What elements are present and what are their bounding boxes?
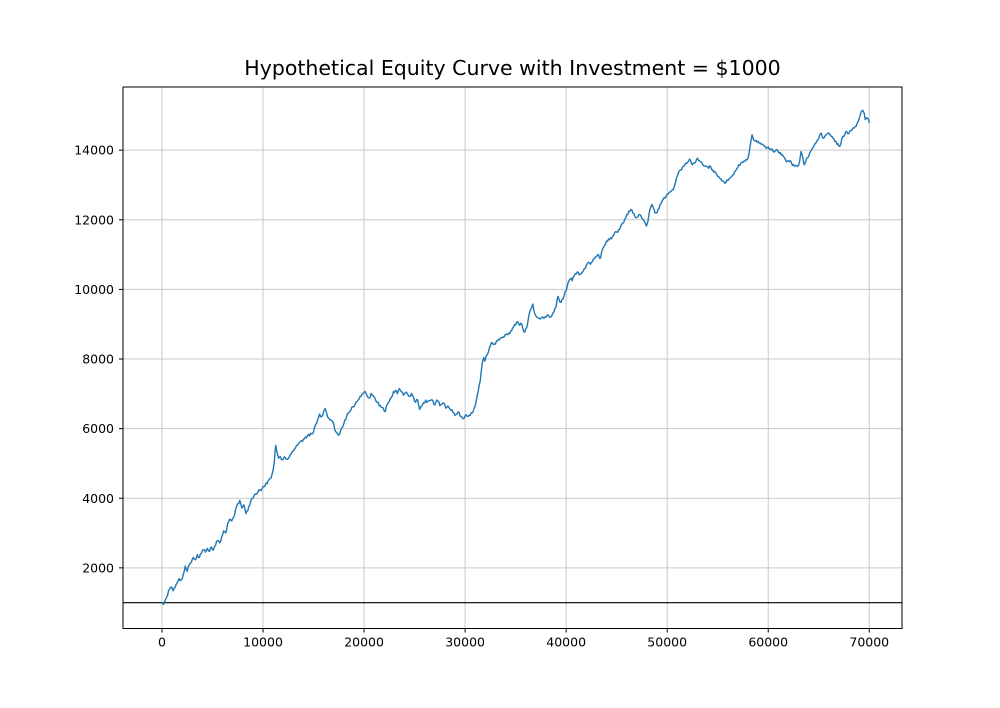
x-axis-tick-label: 0 — [158, 635, 166, 650]
x-axis-tick-label: 10000 — [243, 635, 283, 650]
x-axis-tick-label: 50000 — [647, 635, 687, 650]
equity-curve-line — [161, 109, 870, 606]
y-axis-tick-label: 10000 — [74, 282, 114, 297]
x-axis-tick-label: 60000 — [748, 635, 788, 650]
y-axis-tick-label: 4000 — [82, 491, 114, 506]
y-axis-tick-label: 12000 — [74, 212, 114, 227]
x-axis-tick-label: 30000 — [445, 635, 485, 650]
y-axis-tick-label: 2000 — [82, 560, 114, 575]
chart-title: Hypothetical Equity Curve with Investmen… — [244, 56, 781, 80]
x-axis-tick-label: 20000 — [344, 635, 384, 650]
plot-border — [122, 86, 903, 629]
x-axis-tick-label: 40000 — [546, 635, 586, 650]
y-axis-tick-label: 14000 — [74, 143, 114, 158]
x-axis-tick-label: 70000 — [849, 635, 889, 650]
y-axis-tick-label: 8000 — [82, 352, 114, 367]
y-axis-tick-label: 6000 — [82, 421, 114, 436]
